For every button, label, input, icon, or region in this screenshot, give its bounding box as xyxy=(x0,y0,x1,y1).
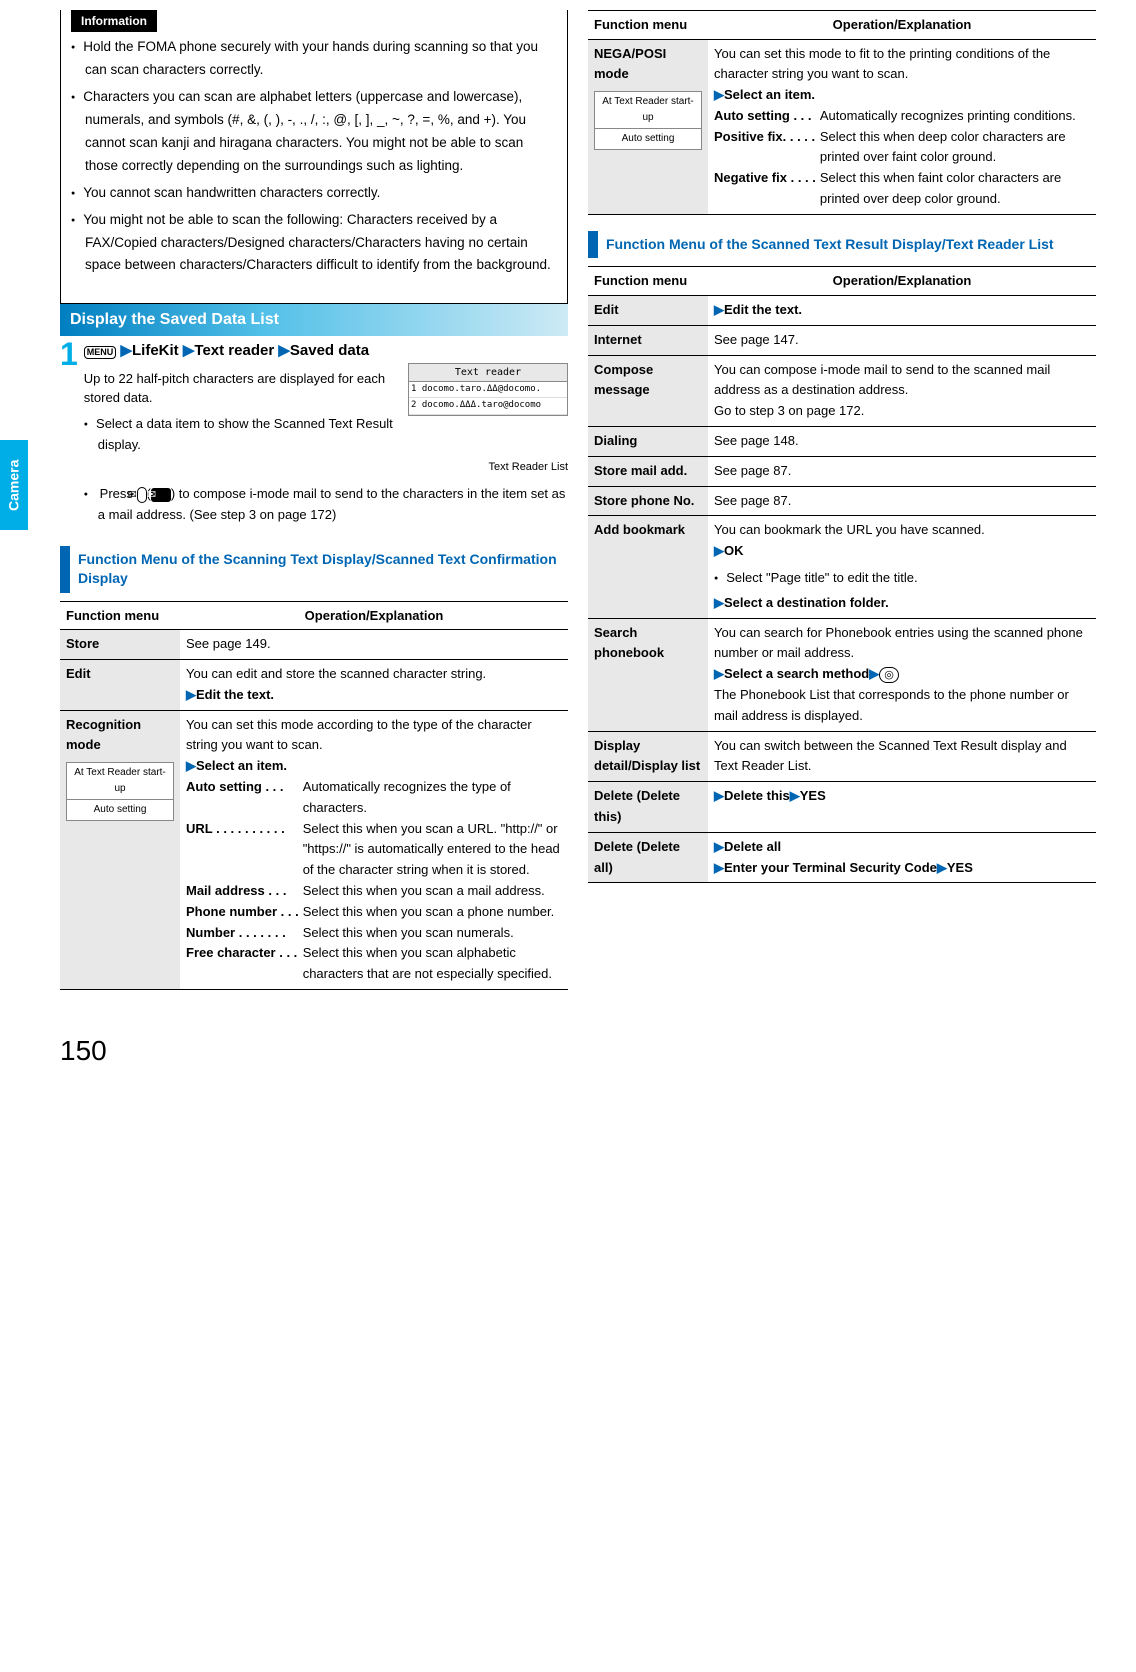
right-column: Function menu Operation/Explanation NEGA… xyxy=(588,10,1096,990)
fn-nega-posi: NEGA/POSI mode At Text Reader start-up A… xyxy=(588,39,708,214)
fn-search-phonebook: Search phonebook xyxy=(588,618,708,731)
fn-compose: Compose message xyxy=(588,355,708,426)
fn-store-op: See page 149. xyxy=(180,630,568,660)
info-item: Characters you can scan are alphabet let… xyxy=(71,86,557,178)
info-item: You might not be able to scan the follow… xyxy=(71,209,557,278)
fn-edit: Edit xyxy=(60,660,180,711)
step-1: 1 MENU ▶LifeKit ▶Text reader ▶Saved data… xyxy=(60,340,568,529)
fn-edit-op: You can edit and store the scanned chara… xyxy=(180,660,568,711)
setting-box: At Text Reader start-up Auto setting xyxy=(594,91,702,150)
setting-box: At Text Reader start-up Auto setting xyxy=(66,762,174,821)
page-number: 150 xyxy=(60,1030,1136,1072)
step-bullet: Select a data item to show the Scanned T… xyxy=(84,414,568,456)
section-title: Display the Saved Data List xyxy=(60,304,568,336)
fn-edit2: Edit xyxy=(588,295,708,325)
step-bullet: Press ✉(✉) to compose i-mode mail to sen… xyxy=(84,484,568,526)
info-item: You cannot scan handwritten characters c… xyxy=(71,182,557,205)
screenshot-caption: Text Reader List xyxy=(84,459,568,476)
left-column: Information Hold the FOMA phone securely… xyxy=(60,10,568,990)
menu-button-icon: MENU xyxy=(84,346,117,359)
fn-nega-posi-op: You can set this mode to fit to the prin… xyxy=(708,39,1096,214)
information-badge: Information xyxy=(71,10,157,32)
fn-bookmark: Add bookmark xyxy=(588,516,708,618)
table-header: Operation/Explanation xyxy=(180,601,568,630)
fn-store: Store xyxy=(60,630,180,660)
text-reader-screenshot: Text reader 1 docomo.taro.ΔΔ@docomo. 2 d… xyxy=(408,363,568,416)
function-menu-title-1: Function Menu of the Scanning Text Displ… xyxy=(60,546,568,593)
table-header: Function menu xyxy=(588,267,708,296)
info-item: Hold the FOMA phone securely with your h… xyxy=(71,36,557,82)
mail-icon: ✉ xyxy=(151,488,171,502)
fn-display-detail: Display detail/Display list xyxy=(588,731,708,782)
fn-store-mail: Store mail add. xyxy=(588,456,708,486)
information-block: Information Hold the FOMA phone securely… xyxy=(60,10,568,304)
table-header: Operation/Explanation xyxy=(708,267,1096,296)
step-number: 1 xyxy=(60,338,78,370)
function-table-1: Function menu Operation/Explanation Stor… xyxy=(60,601,568,990)
mail-key-icon: ✉ xyxy=(137,487,147,503)
fn-recognition-mode: Recognition mode At Text Reader start-up… xyxy=(60,710,180,989)
dpad-icon: ◎ xyxy=(879,667,899,683)
fn-store-phone: Store phone No. xyxy=(588,486,708,516)
menu-path: MENU ▶LifeKit ▶Text reader ▶Saved data xyxy=(84,340,568,363)
side-tab-camera: Camera xyxy=(0,440,28,530)
table-header: Function menu xyxy=(588,11,708,40)
function-table-2: Function menu Operation/Explanation Edit… xyxy=(588,266,1096,883)
table-header: Function menu xyxy=(60,601,180,630)
function-table-1b: Function menu Operation/Explanation NEGA… xyxy=(588,10,1096,215)
fn-delete-all: Delete (Delete all) xyxy=(588,832,708,883)
fn-dialing: Dialing xyxy=(588,426,708,456)
table-header: Operation/Explanation xyxy=(708,11,1096,40)
fn-internet: Internet xyxy=(588,325,708,355)
information-list: Hold the FOMA phone securely with your h… xyxy=(71,36,557,277)
function-menu-title-2: Function Menu of the Scanned Text Result… xyxy=(588,231,1096,259)
fn-delete-this: Delete (Delete this) xyxy=(588,782,708,833)
fn-recognition-op: You can set this mode according to the t… xyxy=(180,710,568,989)
